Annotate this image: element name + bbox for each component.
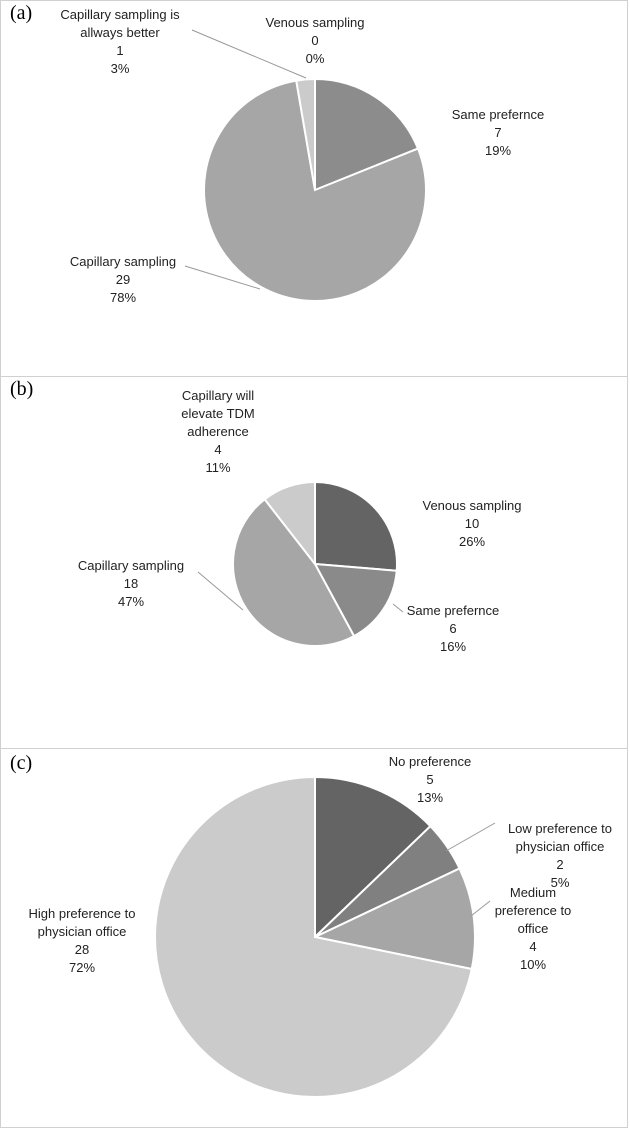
percent-label: 78% bbox=[109, 290, 137, 305]
pie-slice bbox=[232, 497, 356, 647]
value-label: 10 bbox=[464, 516, 480, 531]
leader-line bbox=[392, 603, 404, 613]
panel-label: (c) bbox=[10, 752, 33, 774]
pie-slice bbox=[295, 77, 316, 191]
percent-label: 3% bbox=[110, 61, 130, 76]
category-label: Same prefernce bbox=[406, 603, 500, 618]
pie-slice bbox=[313, 562, 398, 638]
percent-label: 10% bbox=[519, 957, 547, 972]
value-label: 7 bbox=[494, 125, 502, 140]
slice-label: Capillary sampling 18 47% bbox=[66, 557, 196, 611]
category-label: Venous sampling bbox=[422, 498, 522, 513]
category-label: No preference bbox=[388, 754, 472, 769]
pie-slice bbox=[314, 775, 432, 940]
percent-label: 11% bbox=[205, 460, 231, 475]
value-label: 6 bbox=[449, 621, 457, 636]
pie-slice bbox=[154, 775, 473, 1098]
slice-label: Capillary sampling is allways better 1 3% bbox=[58, 6, 183, 78]
value-label: 0 bbox=[311, 33, 319, 48]
panel-label: (b) bbox=[10, 378, 34, 400]
slice-label: Venous sampling 10 26% bbox=[407, 497, 537, 551]
value-label: 1 bbox=[116, 43, 124, 58]
pie-slice bbox=[311, 867, 476, 971]
slice-label: Capillary will elevate TDM adherence 4 11% bbox=[168, 387, 268, 477]
category-label: High preference to physician office bbox=[28, 906, 136, 939]
category-label: Low preference to physician office bbox=[507, 821, 613, 854]
percent-label: 5% bbox=[550, 875, 570, 890]
slice-label: Capillary sampling 29 78% bbox=[58, 253, 188, 307]
category-label: Capillary sampling bbox=[69, 254, 177, 269]
slice-label: Low preference to physician office 2 5% bbox=[485, 820, 630, 892]
category-label: Capillary sampling is allways better bbox=[60, 7, 180, 40]
slice-label: Same prefernce 7 19% bbox=[433, 106, 563, 160]
category-label: Venous sampling bbox=[265, 15, 365, 30]
category-label: Medium preference to office bbox=[494, 885, 572, 936]
leader-line bbox=[191, 29, 307, 79]
leader-line bbox=[184, 265, 261, 290]
percent-label: 26% bbox=[458, 534, 486, 549]
pie-slice bbox=[314, 480, 398, 572]
value-label: 28 bbox=[74, 942, 90, 957]
category-label: Capillary will elevate TDM adherence bbox=[181, 388, 255, 439]
leader-line bbox=[197, 571, 244, 611]
value-label: 4 bbox=[214, 442, 222, 457]
panel-label: (a) bbox=[10, 2, 33, 24]
pie-slice bbox=[314, 77, 420, 192]
slice-label: Same prefernce 6 16% bbox=[398, 602, 508, 656]
slice-label: No preference 5 13% bbox=[365, 753, 495, 807]
value-label: 5 bbox=[426, 772, 434, 787]
percent-label: 0% bbox=[305, 51, 325, 66]
category-label: Same prefernce bbox=[451, 107, 545, 122]
percent-label: 16% bbox=[439, 639, 467, 654]
value-label: 2 bbox=[556, 857, 564, 872]
slice-label: Venous sampling 0 0% bbox=[250, 14, 380, 68]
slice-label: High preference to physician office 28 72% bbox=[12, 905, 152, 977]
pie-slice bbox=[263, 480, 316, 567]
value-label: 29 bbox=[115, 272, 131, 287]
value-label: 18 bbox=[123, 576, 139, 591]
percent-label: 47% bbox=[117, 594, 145, 609]
value-label: 4 bbox=[529, 939, 537, 954]
percent-label: 13% bbox=[416, 790, 444, 805]
pie-slice bbox=[203, 79, 427, 302]
category-label: Capillary sampling bbox=[77, 558, 185, 573]
leader-line bbox=[445, 822, 496, 852]
percent-label: 19% bbox=[484, 143, 512, 158]
percent-label: 72% bbox=[68, 960, 96, 975]
leader-line bbox=[470, 900, 491, 917]
slice-label: Medium preference to office 4 10% bbox=[478, 884, 588, 974]
